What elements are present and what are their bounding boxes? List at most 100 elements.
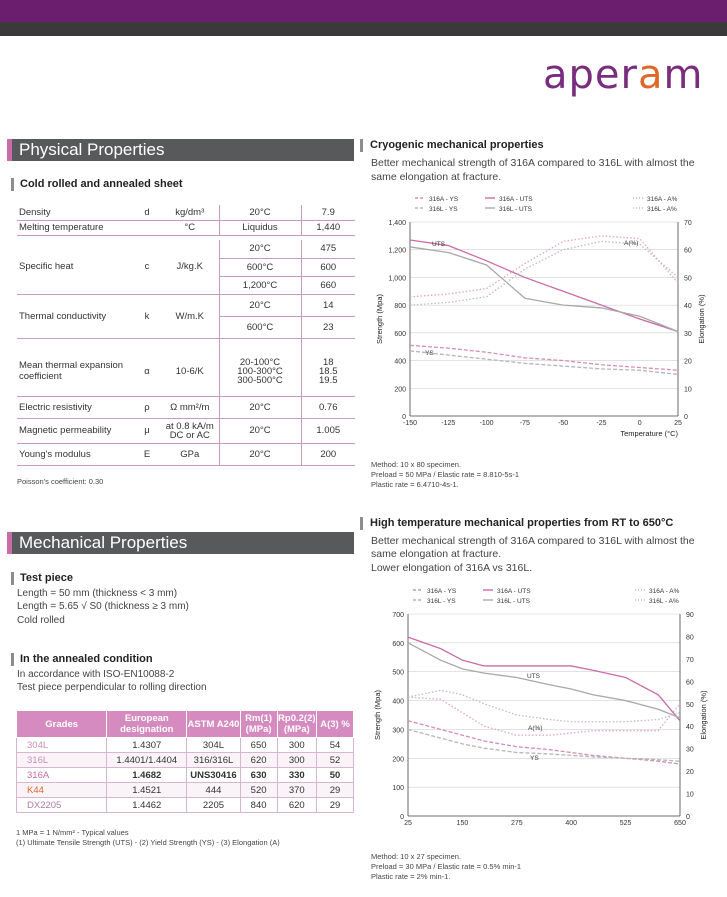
series-line: [409, 235, 679, 298]
property-unit: °C: [161, 220, 219, 236]
table-row: Density d kg/dm³ 20°C 7.9: [17, 205, 355, 221]
y2-tick-label: 60: [686, 679, 694, 686]
y2-axis-label: Elongation (%): [699, 690, 708, 740]
property-condition: 600°C: [218, 316, 301, 339]
annotation-uts: UTS: [432, 241, 446, 248]
property-condition: 20°C: [218, 205, 301, 221]
series-line: [407, 636, 681, 722]
table-row: 316A 1.4682 UNS30416 630 330 50: [15, 767, 354, 783]
legend-entry: 316L - UTS: [499, 206, 533, 213]
series-line: [407, 728, 681, 762]
grade-a: 50: [316, 767, 354, 783]
x-tick-label: -100: [480, 420, 494, 427]
y2-tick-label: 0: [684, 414, 688, 421]
property-condition: 1,200°C: [218, 276, 301, 295]
property-name: Thermal conductivity: [17, 294, 133, 339]
grade-rm: 520: [239, 782, 278, 798]
property-condition: 600°C: [218, 258, 301, 277]
mpa-footnote: 1 MPa = 1 N/mm² - Typical values: [16, 828, 129, 837]
poisson-note: Poisson's coefficient: 0.30: [17, 477, 104, 486]
grade-rm: 840: [239, 797, 278, 813]
property-condition: 20°C: [218, 240, 301, 259]
x-tick-label: 25: [674, 420, 682, 427]
physical-properties-table: Density d kg/dm³ 20°C 7.9 Melting temper…: [17, 205, 355, 466]
property-symbol: ρ: [133, 396, 161, 419]
y-tick-label: 400: [392, 699, 404, 706]
mechanical-grades-table: Grades European designation ASTM A240 Rm…: [15, 710, 354, 813]
y2-tick-label: 10: [684, 386, 692, 393]
annotation-elongation: A(%): [624, 240, 638, 247]
y2-tick-label: 90: [686, 612, 694, 619]
legend-entry: 316A - YS: [429, 196, 459, 203]
annealed-title: In the annealed condition: [11, 653, 153, 666]
cryogenic-note: Preload = 50 MPa / Elastic rate = 8.810-…: [371, 470, 519, 479]
aperam-logo: aperam: [543, 52, 704, 98]
top-color-bar: [0, 0, 727, 22]
property-symbol: [133, 220, 161, 236]
y2-tick-label: 50: [686, 702, 694, 709]
y-tick-label: 500: [392, 670, 404, 677]
property-condition: 20°C: [218, 294, 301, 317]
column-header: European designation: [106, 710, 188, 738]
y-tick-label: 600: [394, 331, 406, 338]
property-unit: DC or AC: [169, 429, 210, 441]
legend-entry: 316L - UTS: [497, 598, 531, 605]
series-line: [407, 720, 681, 765]
property-condition: Liquidus: [218, 220, 301, 236]
property-symbol: α: [133, 338, 161, 397]
legend-entry: 316L - A%: [647, 206, 677, 213]
property-symbol: d: [133, 205, 161, 221]
test-piece-line: Length = 50 mm (thickness < 3 mm): [17, 588, 178, 599]
column-header: ASTM A240: [186, 710, 241, 738]
definitions-footnote: (1) Ultimate Tensile Strength (UTS) - (2…: [16, 838, 280, 847]
grade-rp: 620: [276, 797, 318, 813]
property-unit: GPa: [161, 443, 219, 466]
legend-entry: 316A - A%: [647, 196, 678, 203]
x-tick-label: 0: [638, 420, 642, 427]
property-condition: 20°C: [218, 396, 301, 419]
table-row: 304L 1.4307 304L 650 300 54: [15, 737, 354, 753]
y-axis-label: Strength (Mpa): [373, 689, 382, 740]
grade-name: 316L: [15, 752, 108, 768]
series-line: [409, 350, 679, 376]
property-condition: 20°C: [218, 443, 301, 466]
grade-rm: 650: [239, 737, 278, 753]
annotation-elongation: A(%): [528, 725, 542, 732]
annotation-uts: UTS: [527, 673, 541, 680]
table-row: 600°C 600: [17, 258, 355, 277]
column-header: Rp0.2(2) (MPa): [276, 710, 318, 738]
legend-entry: 316A - UTS: [497, 588, 531, 595]
table-row: 600°C 23: [17, 316, 355, 339]
series-line: [407, 696, 681, 736]
property-condition: 20-100°C: [239, 356, 281, 368]
top-dark-stripe: [0, 22, 727, 36]
property-value: 19.5: [319, 374, 338, 386]
property-name: Melting temperature: [17, 220, 133, 236]
x-tick-label: 25: [404, 820, 412, 827]
y2-tick-label: 30: [684, 331, 692, 338]
x-tick-label: -50: [558, 420, 568, 427]
property-condition: 300-500°C: [237, 374, 283, 386]
property-value: 660: [300, 276, 355, 295]
y2-tick-label: 30: [686, 747, 694, 754]
grade-eu: 1.4462: [106, 797, 188, 813]
grade-a: 54: [316, 737, 354, 753]
test-piece-line: Length = 5.65 √ S0 (thickness ≥ 3 mm): [17, 601, 189, 612]
y-tick-label: 200: [392, 756, 404, 763]
grade-name: K44: [15, 782, 108, 798]
property-name: Electric resistivity: [17, 396, 133, 419]
legend-entry: 316A - YS: [427, 588, 457, 595]
property-condition: 100-300°C: [237, 365, 283, 377]
property-value: 200: [300, 443, 355, 466]
y2-tick-label: 50: [684, 275, 692, 282]
grade-astm: 304L: [186, 737, 241, 753]
property-name: Mean thermal expansion coefficient: [17, 338, 133, 397]
property-value: 1.005: [300, 418, 355, 444]
grade-astm: 444: [186, 782, 241, 798]
cryogenic-chart: 02004006008001,0001,2001,400010203040506…: [375, 196, 706, 438]
property-unit: at 0.8 kA/m: [165, 420, 214, 432]
property-value: 7.9: [300, 205, 355, 221]
x-tick-label: -25: [596, 420, 606, 427]
property-value: 475: [300, 240, 355, 259]
column-header: Grades: [15, 710, 108, 738]
